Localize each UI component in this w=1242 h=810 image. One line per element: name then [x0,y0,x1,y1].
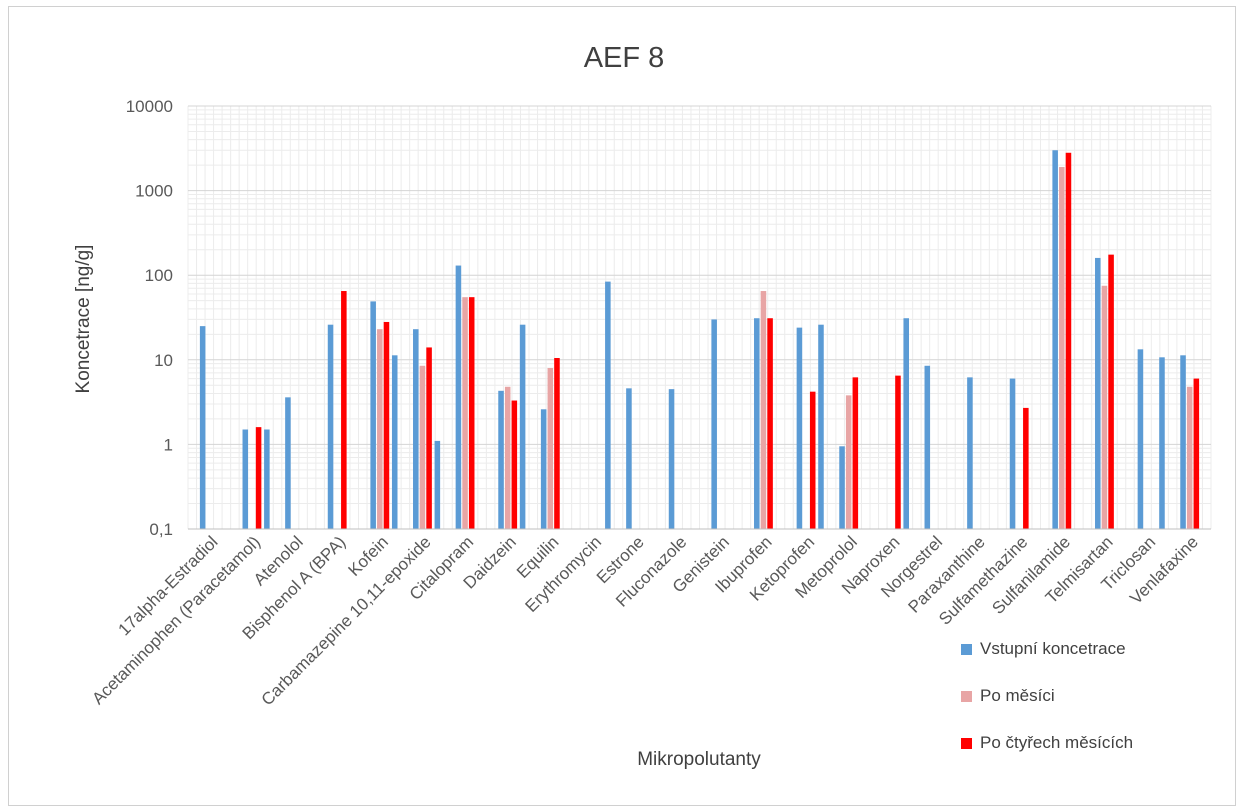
y-tick-label: 10 [154,351,173,370]
bar-1-6 [462,297,468,529]
x-tick-label: Acetaminophen (Paracetamol) [88,532,264,708]
legend-label: Po čtyřech měsících [980,733,1134,752]
bar-2-20 [1065,152,1072,529]
bar-0-18 [967,377,973,529]
y-tick-label: 1 [164,435,173,454]
y-tick-label: 10000 [126,97,173,116]
bar-1-5 [419,365,426,529]
bar-2-4 [383,321,390,529]
extra-bar-3 [519,324,526,529]
bar-0-19 [1009,378,1016,529]
bar-0-4 [370,301,376,529]
bar-2-23 [1193,378,1200,529]
bar-1-4 [377,329,383,529]
legend-swatch [961,737,972,749]
bar-0-2 [285,397,291,529]
bar-2-5 [426,347,432,529]
bar-1-15 [845,395,852,529]
chart-frame: 10000 1000 100 10 1 0,1 17alpha-Estradiol Aceta… [8,6,1236,806]
extra-bar-2 [391,355,398,529]
legend-item-po-ctyrech-mesicich: Po čtyřech měsících [961,731,1231,755]
extra-bar-0 [264,429,270,529]
bar-0-15 [839,446,845,529]
bar-0-22 [1137,349,1144,529]
bar-2-3 [341,291,347,529]
extra-bar-7 [903,334,910,529]
bar-2-8 [554,358,560,529]
bar-2-7 [511,400,518,529]
bar-0-1 [242,429,249,529]
bar-0-7 [498,390,504,529]
extra-bar-5 [818,324,824,529]
bar-2-16 [895,375,901,529]
legend-item-po-mesici: Po měsíci [961,684,1231,708]
bar-0-14 [796,327,803,529]
bar-0-6 [455,265,462,529]
bar-2-6 [468,297,475,529]
extra-bar-8 [1159,357,1165,529]
chart-svg: 1000010001001010,117alpha-EstradiolAceta… [73,42,1212,770]
legend-swatch [961,643,972,655]
bar-2-13 [767,318,773,529]
bar-2-1 [255,427,262,529]
bar-0-13 [754,318,760,529]
bar-1-23 [1186,386,1193,529]
bar-0-8 [540,409,547,529]
y-axis-title: Koncetrace [ng/g] [73,245,94,394]
bar-0-20 [1052,150,1058,529]
legend-item-vstupni: Vstupní koncetrace [961,637,1231,661]
bars-layer [199,150,1200,529]
y-tick-label: 100 [145,266,173,285]
bar-0-3 [327,324,334,529]
bar-1-7 [504,386,511,529]
bar-0-23 [1180,355,1186,529]
bar-0-10 [626,388,632,529]
y-tick-label: 0,1 [149,520,173,539]
bar-1-21 [1101,285,1108,529]
bar-0-5 [413,329,419,529]
axis-layer: 1000010001001010,117alpha-EstradiolAceta… [88,97,1211,709]
legend-label: Po měsíci [980,686,1055,705]
bar-0-12 [711,319,717,529]
bar-1-20 [1059,167,1065,529]
bar-0-21 [1095,257,1101,529]
bar-1-8 [547,367,554,529]
legend: Vstupní koncetrace Po měsíci Po čtyřech … [961,637,1231,778]
extra-bar-1 [434,440,441,529]
bar-0-11 [668,389,675,529]
chart-title: AEF 8 [584,42,665,74]
bar-2-14 [809,391,816,529]
bar-0-17 [924,365,931,529]
y-tick-label: 1000 [135,182,173,201]
x-axis-title: Mikropolutanty [637,749,761,770]
bar-1-13 [760,291,767,529]
bar-2-19 [1023,407,1029,529]
extra-bar-4 [605,281,611,529]
bar-2-21 [1108,254,1114,529]
bar-2-15 [852,377,859,529]
legend-label: Vstupní koncetrace [980,639,1126,658]
bar-0-0 [199,326,206,529]
legend-swatch [961,690,972,702]
